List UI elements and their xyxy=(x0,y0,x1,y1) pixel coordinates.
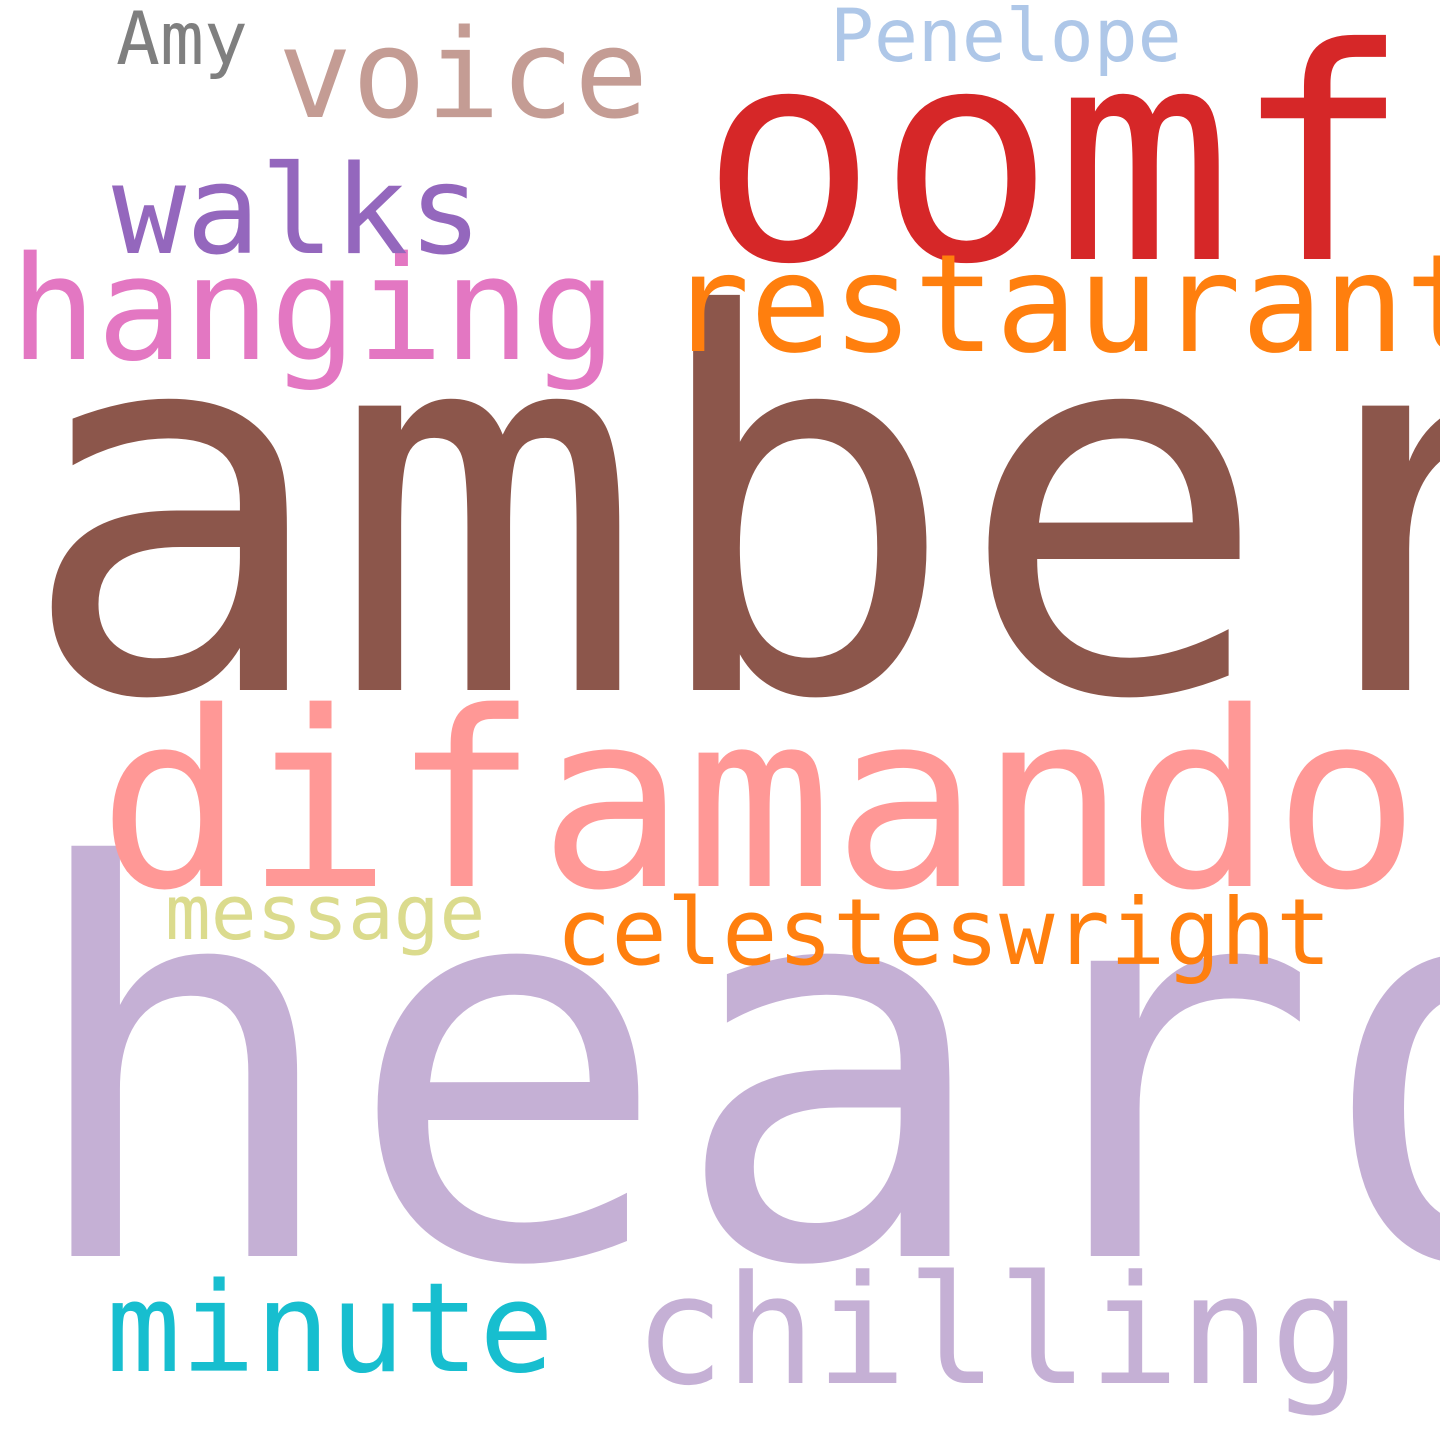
word-penelope: Penelope xyxy=(830,0,1182,79)
word-message: message xyxy=(165,868,486,957)
word-oomf: oomf xyxy=(700,0,1411,329)
word-voice: voice xyxy=(278,4,649,147)
word-amber: amber xyxy=(18,207,1440,813)
word-chilling: chilling xyxy=(634,1243,1362,1419)
word-minute: minute xyxy=(106,1257,554,1401)
word-restaurant: restaurant xyxy=(668,226,1440,384)
word-amy: Amy xyxy=(116,0,248,82)
word-heard: heard xyxy=(20,756,1440,1384)
word-hanging: hanging xyxy=(10,225,617,393)
word-difamando: difamando xyxy=(98,660,1421,944)
word-walks: walks xyxy=(112,140,483,283)
word-celesteswright: celesteswright xyxy=(556,879,1332,986)
